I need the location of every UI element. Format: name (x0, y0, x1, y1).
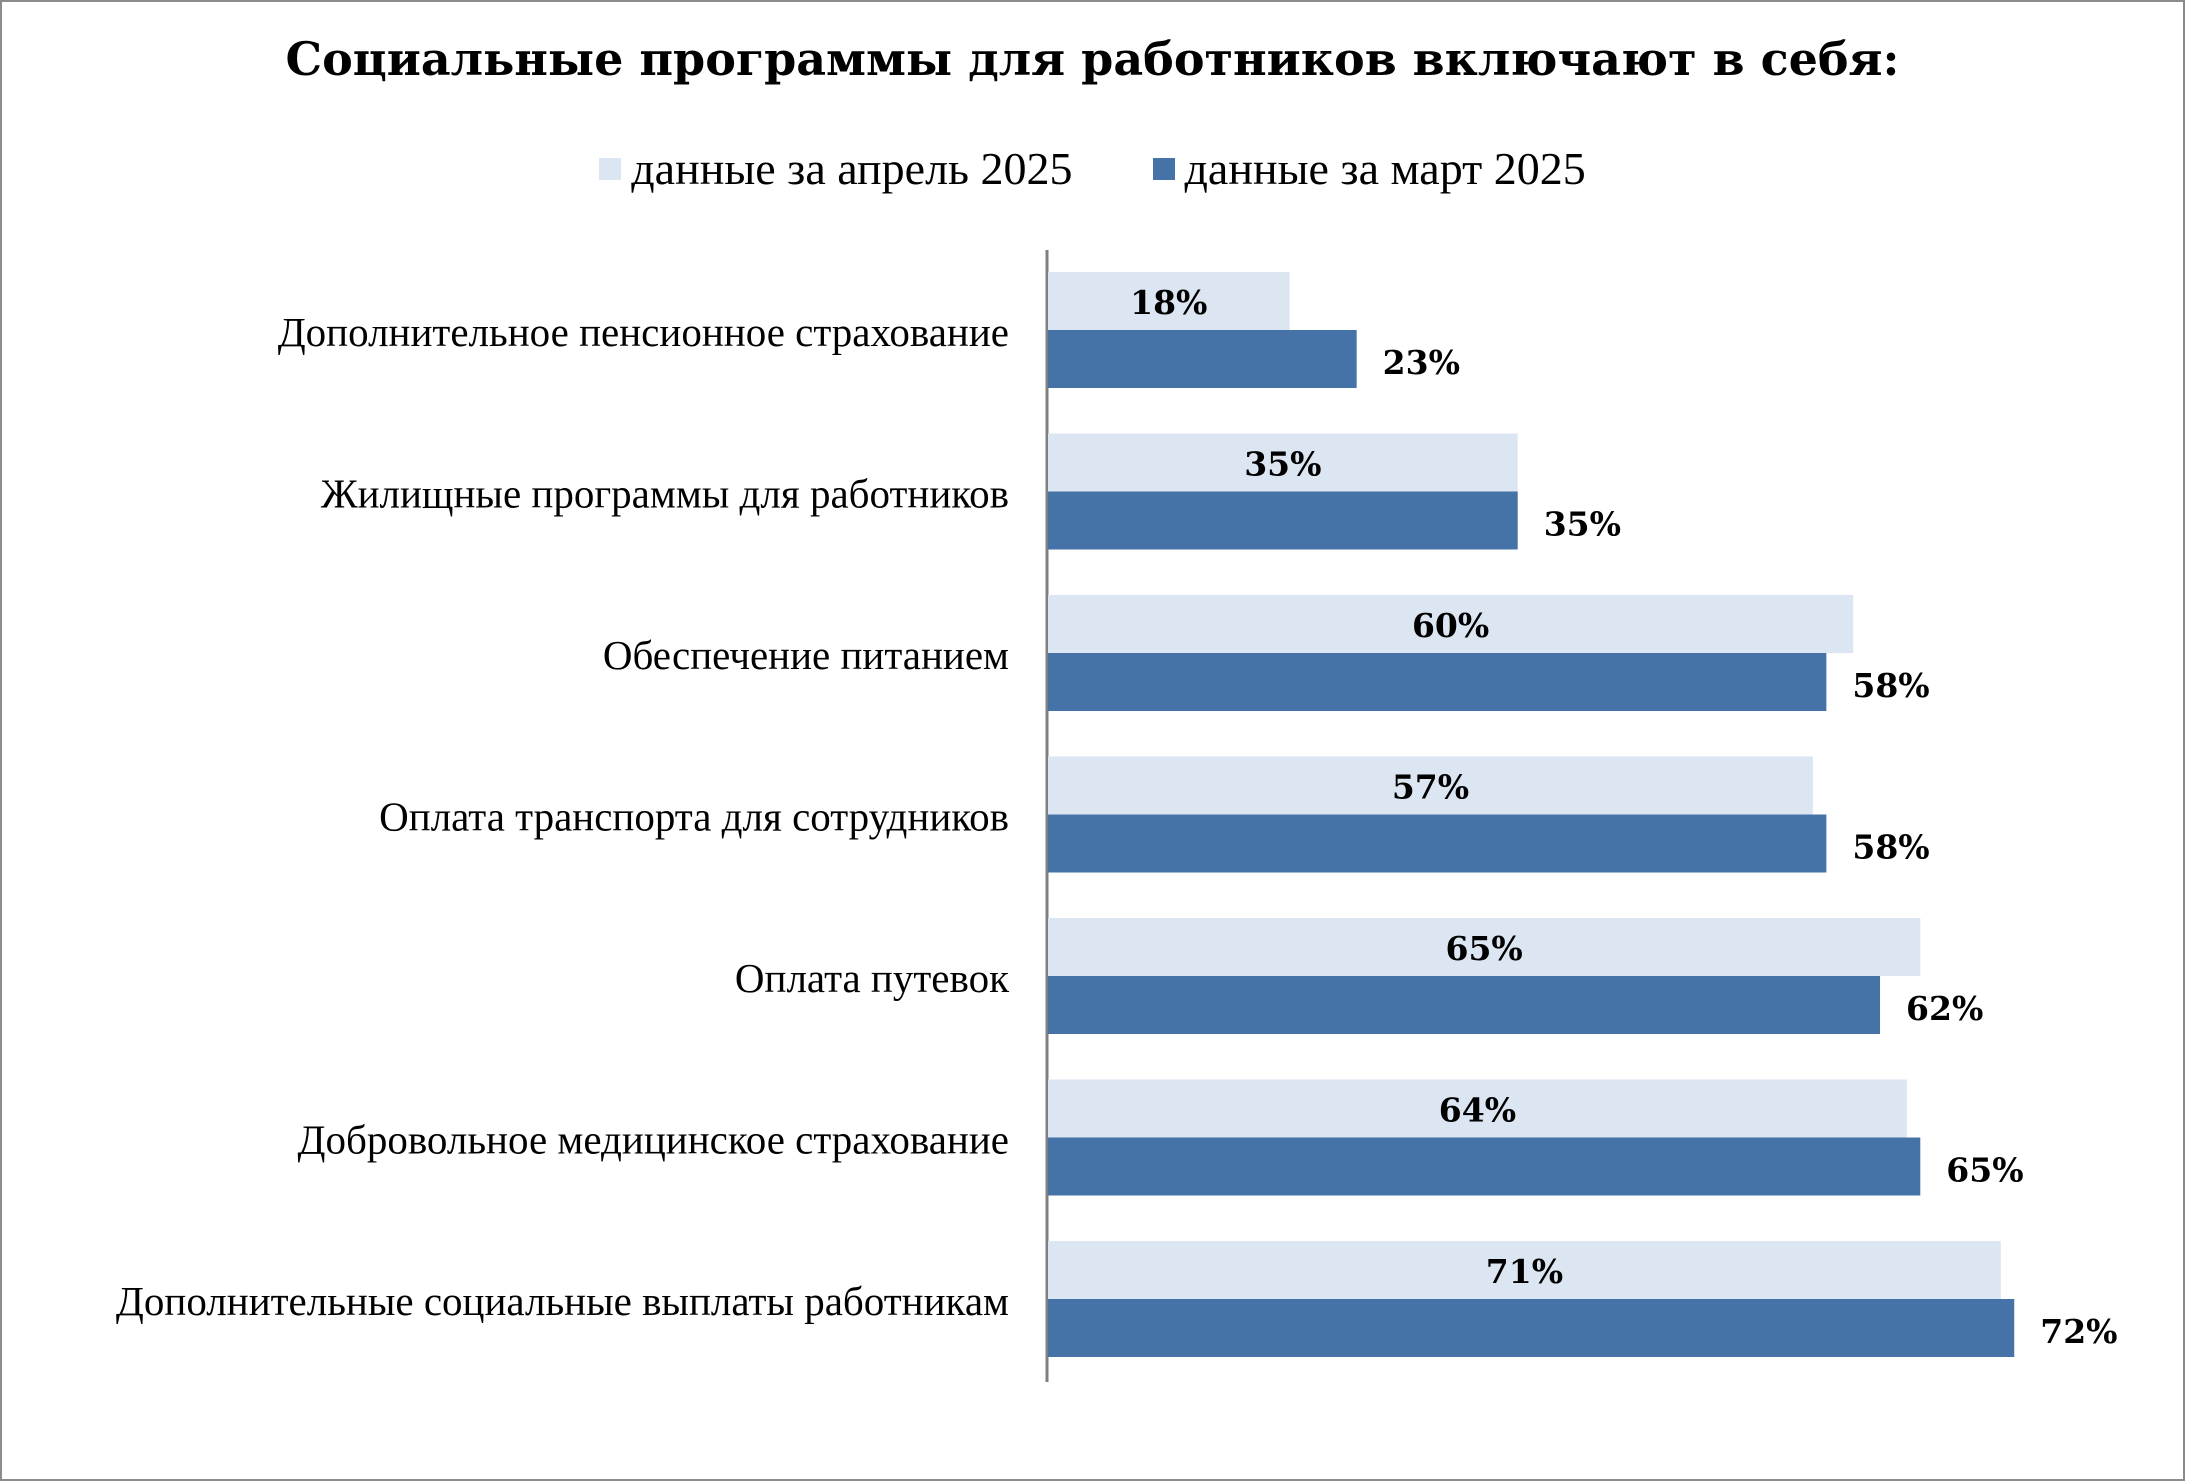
data-label-march: 65% (1946, 1151, 2023, 1190)
bar-april (1048, 595, 1854, 653)
legend-label-april: данные за апрель 2025 (631, 143, 1073, 194)
bar-march (1048, 1299, 2015, 1357)
data-label-march: 58% (1852, 666, 1929, 705)
bar-april (1048, 1079, 1907, 1138)
data-label-march: 72% (2040, 1312, 2117, 1351)
data-label-april: 18% (1130, 283, 1207, 322)
bar-march (1048, 976, 1881, 1034)
legend: данные за апрель 2025 данные за март 202… (2, 142, 2183, 195)
data-label-april: 71% (1486, 1252, 1563, 1291)
bar-april (1048, 272, 1290, 330)
category-label: Дополнительные социальные выплаты работн… (116, 1278, 1009, 1324)
legend-swatch-april (599, 157, 622, 180)
bar-april (1048, 433, 1518, 492)
data-label-april: 64% (1439, 1091, 1516, 1130)
bar-april (1048, 1241, 2001, 1299)
chart-title: Социальные программы для работников вклю… (285, 32, 1900, 86)
bar-march (1048, 814, 1827, 873)
data-label-march: 58% (1852, 828, 1929, 867)
bar-april (1048, 918, 1921, 976)
bar-march (1048, 491, 1518, 550)
legend-item-march: данные за март 2025 (1152, 142, 1586, 195)
data-label-april: 57% (1392, 768, 1469, 807)
data-label-march: 35% (1544, 505, 1621, 544)
category-label: Обеспечение питанием (603, 632, 1009, 678)
legend-label-march: данные за март 2025 (1184, 143, 1586, 194)
category-label: Добровольное медицинское страхование (298, 1117, 1009, 1163)
bar-march (1048, 330, 1357, 388)
bar-march (1048, 1137, 1921, 1196)
bar-march (1048, 653, 1827, 711)
category-label: Оплата транспорта для сотрудников (379, 794, 1009, 840)
data-label-april: 35% (1244, 445, 1321, 484)
legend-item-april: данные за апрель 2025 (599, 142, 1073, 195)
data-label-march: 23% (1383, 343, 1460, 382)
legend-swatch-march (1152, 157, 1175, 180)
category-label: Оплата путевок (735, 955, 1009, 1001)
category-label: Дополнительное пенсионное страхование (278, 309, 1009, 355)
data-label-april: 65% (1446, 929, 1523, 968)
data-label-april: 60% (1412, 606, 1489, 645)
data-label-march: 62% (1906, 989, 1983, 1028)
bar-april (1048, 756, 1813, 815)
category-label: Жилищные программы для работников (321, 471, 1009, 517)
